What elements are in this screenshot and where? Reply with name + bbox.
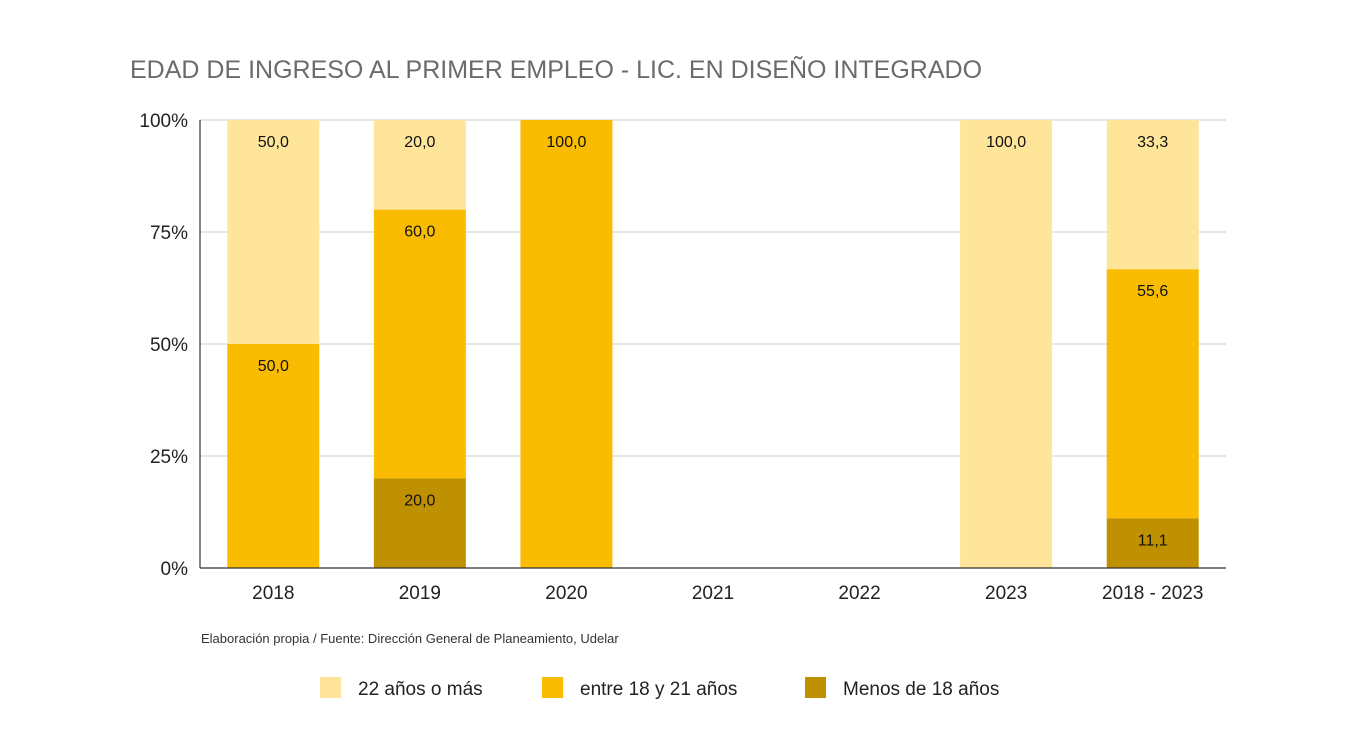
legend-label: entre 18 y 21 años bbox=[580, 679, 737, 700]
x-tick-label: 2018 bbox=[252, 583, 294, 604]
bars bbox=[227, 120, 1199, 568]
bar-segment bbox=[1106, 518, 1199, 568]
bar-segment bbox=[373, 209, 466, 479]
data-labels: 50,0 50,0 20,0 60,0 20,0 100,0 100,0 11,1 55,6 33… bbox=[258, 134, 1169, 549]
data-label: 33,3 bbox=[1137, 134, 1168, 151]
data-label: 20,0 bbox=[404, 134, 435, 151]
bar-segment bbox=[227, 344, 320, 568]
x-tick-label: 2018 - 2023 bbox=[1102, 583, 1203, 604]
bar-segment bbox=[1106, 269, 1199, 519]
data-label: 50,0 bbox=[258, 134, 289, 151]
data-label: 50,0 bbox=[258, 358, 289, 375]
y-tick-label: 0% bbox=[161, 559, 189, 580]
y-tick-label: 100% bbox=[139, 111, 188, 132]
data-label: 11,1 bbox=[1138, 532, 1168, 549]
legend-label: 22 años o más bbox=[358, 679, 483, 700]
bar-segment bbox=[1106, 120, 1199, 270]
chart-title: EDAD DE INGRESO AL PRIMER EMPLEO - LIC. … bbox=[130, 55, 982, 84]
y-tick-label: 25% bbox=[150, 447, 188, 468]
bar-segment bbox=[373, 478, 466, 568]
bar-segment bbox=[520, 120, 613, 568]
source-note: Elaboración propia / Fuente: Dirección G… bbox=[201, 631, 619, 646]
data-label: 60,0 bbox=[404, 224, 435, 241]
axes: 0% 25% 50% 75% 100% 2018 2019 2020 2021 2022 2023 2… bbox=[139, 111, 1226, 604]
bar-segment bbox=[960, 120, 1053, 568]
bar-segment bbox=[227, 120, 320, 344]
data-label: 55,6 bbox=[1137, 283, 1168, 300]
bar-segment bbox=[373, 120, 466, 210]
y-tick-label: 75% bbox=[150, 223, 188, 244]
data-label: 20,0 bbox=[404, 492, 435, 509]
legend-swatch bbox=[542, 677, 563, 698]
x-tick-label: 2019 bbox=[399, 583, 441, 604]
x-tick-label: 2020 bbox=[545, 583, 587, 604]
legend-label: Menos de 18 años bbox=[843, 679, 999, 700]
y-tick-label: 50% bbox=[150, 335, 188, 356]
x-tick-label: 2022 bbox=[838, 583, 880, 604]
data-label: 100,0 bbox=[546, 134, 586, 151]
gridlines bbox=[200, 119, 1226, 457]
legend: 22 años o más entre 18 y 21 años Menos de … bbox=[320, 677, 999, 700]
data-label: 100,0 bbox=[986, 134, 1026, 151]
x-tick-label: 2023 bbox=[985, 583, 1027, 604]
legend-swatch bbox=[320, 677, 341, 698]
legend-swatch bbox=[805, 677, 826, 698]
x-tick-label: 2021 bbox=[692, 583, 734, 604]
